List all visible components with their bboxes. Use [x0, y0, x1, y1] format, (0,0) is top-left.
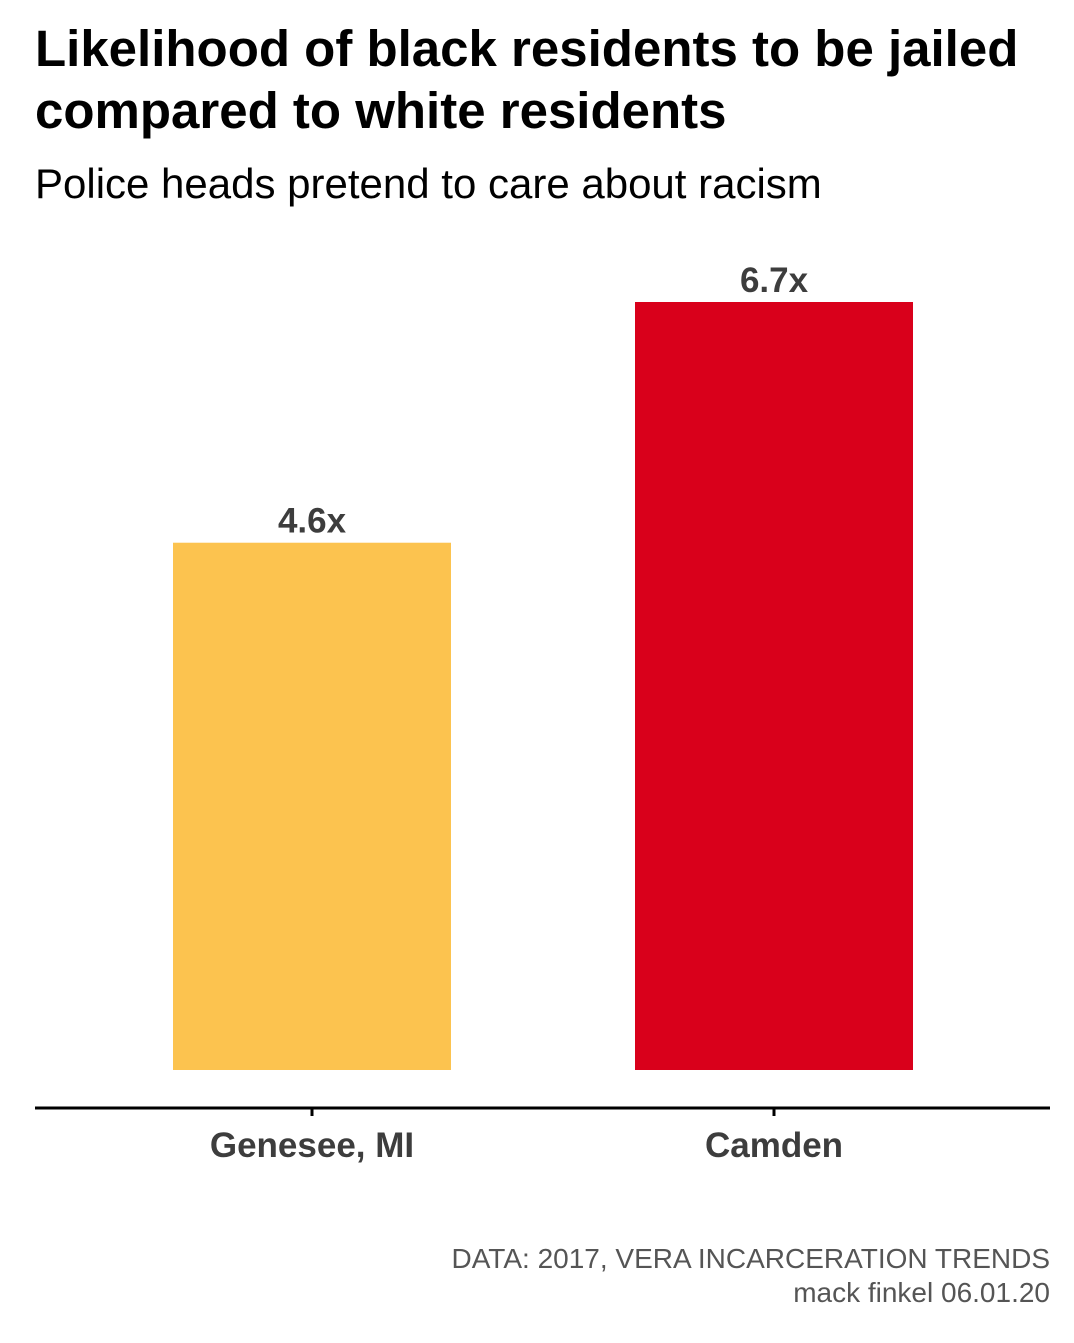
chart-subtitle: Police heads pretend to care about racis… [35, 160, 822, 207]
bar-0 [173, 542, 451, 1070]
chart-title: Likelihood of black residents to be jail… [35, 20, 1019, 139]
chart-caption: DATA: 2017, VERA INCARCERATION TRENDS ma… [451, 1242, 1050, 1310]
bar-value-label-0: 4.6x [278, 502, 347, 541]
author-credit-text: mack finkel 06.01.20 [793, 1277, 1050, 1308]
bar-value-label-1: 6.7x [740, 261, 809, 300]
bar-1 [635, 302, 913, 1070]
x-axis-tick-label-0: Genesee, MI [210, 1126, 414, 1165]
x-axis-tick-label-1: Camden [705, 1126, 843, 1165]
data-source-text: DATA: 2017, VERA INCARCERATION TRENDS [451, 1243, 1050, 1274]
